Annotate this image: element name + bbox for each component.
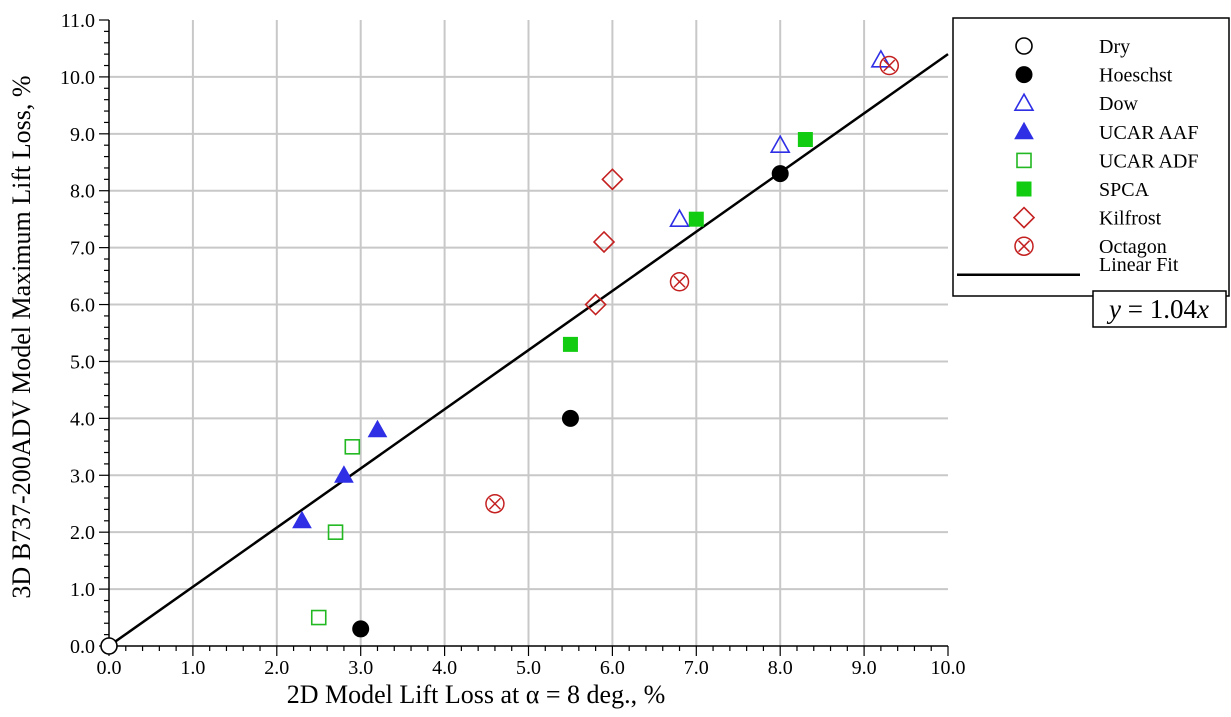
legend-label: Octagon: [1099, 236, 1167, 258]
marker-ring: [1014, 236, 1034, 256]
y-tick-label: 7.0: [70, 238, 95, 260]
point-ucar-aaf: [367, 419, 388, 438]
point-ucar-aaf: [334, 465, 354, 483]
point-ucar-adf: [344, 439, 361, 455]
point-dow: [769, 134, 791, 153]
fit-equation: y = 1.04x: [1106, 294, 1209, 324]
point-octagon: [485, 493, 505, 514]
legend-label: Linear Fit: [1099, 254, 1179, 276]
x-tick-label: 0.0: [97, 657, 122, 679]
legend-label: Dow: [1099, 93, 1138, 115]
marker-ring: [879, 55, 900, 76]
point-octagon: [669, 272, 690, 292]
x-tick-label: 9.0: [852, 657, 877, 679]
legend-label: UCAR AAF: [1099, 122, 1198, 144]
marker-ring: [485, 493, 505, 514]
x-tick-label: 3.0: [348, 657, 373, 679]
point-hoeschst: [771, 165, 789, 183]
point-hoeschst: [352, 620, 370, 638]
fit-line: [108, 53, 949, 648]
point-spca: [797, 132, 813, 148]
point-ucar-adf: [310, 609, 327, 626]
legend-label: Kilfrost: [1099, 208, 1162, 230]
legend-marker-kilfrost: [1012, 206, 1036, 229]
x-tick-label: 2.0: [264, 657, 289, 679]
x-tick-label: 6.0: [600, 657, 625, 679]
point-ucar-adf: [327, 524, 344, 540]
y-tick-label: 8.0: [70, 181, 95, 203]
legend-label: Dry: [1099, 36, 1130, 58]
x-tick-label: 10.0: [931, 657, 966, 679]
legend: Dry Hoeschst Dow UCAR AAF UCAR ADF SPCA Kilfro…: [952, 17, 1230, 328]
data-points: [100, 49, 900, 655]
legend-label: SPCA: [1099, 179, 1150, 201]
y-tick-label: 3.0: [70, 465, 95, 487]
marker-cross: [1017, 240, 1031, 253]
y-tick-label: 5.0: [70, 351, 95, 373]
point-hoeschst: [561, 409, 579, 427]
y-tick-label: 11.0: [61, 10, 95, 32]
x-tick-label: 4.0: [432, 657, 457, 679]
y-tick-label: 6.0: [70, 295, 95, 317]
legend-marker-octagon: [1014, 236, 1034, 256]
legend-marker-spca: [1016, 181, 1032, 197]
point-kilfrost: [592, 230, 616, 254]
fit-layer: [108, 53, 949, 648]
marker-cross: [883, 59, 896, 72]
marker-cross: [488, 497, 501, 510]
legend-marker-hoeschst: [1015, 66, 1033, 84]
y-tick-label: 2.0: [70, 522, 95, 544]
point-dow: [669, 208, 690, 227]
x-axis-title: 2D Model Lift Loss at α = 8 deg., %: [287, 680, 666, 709]
point-ucar-aaf: [292, 510, 312, 529]
y-tick-label: 9.0: [70, 124, 95, 146]
legend-box: [952, 17, 1230, 297]
point-spca: [688, 211, 704, 227]
point-spca: [562, 336, 578, 352]
axes: 0.0 1.0 2.0 3.0 4.0 5.0 6.0 7.0 8.0 9.0 10.0 0.0 1.0…: [60, 10, 966, 679]
legend-marker-ucar-aaf: [1014, 121, 1034, 140]
point-octagon: [879, 55, 900, 76]
y-tick-label: 10.0: [60, 67, 95, 89]
legend-label: UCAR ADF: [1099, 150, 1198, 172]
marker-cross: [673, 275, 686, 288]
legend-marker-dry: [1015, 37, 1033, 55]
y-tick-label: 1.0: [70, 579, 95, 601]
marker-ring: [669, 272, 690, 292]
x-tick-label: 8.0: [768, 657, 793, 679]
y-tick-label: 0.0: [70, 636, 95, 658]
y-tick-label: 4.0: [70, 408, 95, 430]
x-tick-label: 7.0: [684, 657, 709, 679]
grid: [109, 20, 948, 646]
legend-marker-dow: [1013, 92, 1035, 111]
point-kilfrost: [601, 168, 624, 191]
y-axis-title: 3D B737-200ADV Model Maximum Lift Loss, …: [7, 75, 36, 598]
legend-marker-ucar-adf: [1016, 152, 1032, 169]
x-tick-label: 1.0: [180, 657, 205, 679]
x-tick-label: 5.0: [516, 657, 541, 679]
equation-box: [1092, 290, 1227, 328]
point-dry: [100, 637, 118, 655]
point-kilfrost: [584, 293, 607, 316]
legend-label: Hoeschst: [1099, 65, 1173, 87]
